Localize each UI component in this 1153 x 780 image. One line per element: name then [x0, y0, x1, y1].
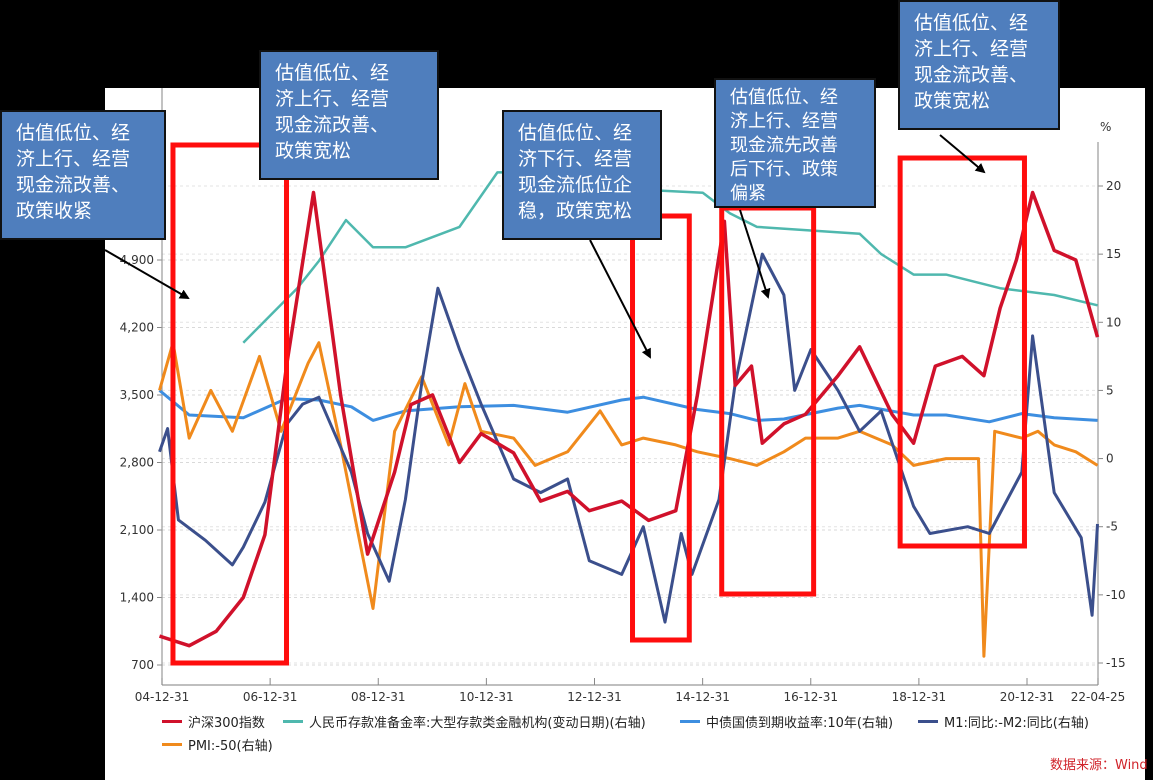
left-tick-label: 1,400	[120, 591, 154, 605]
x-tick-label: 16-12-31	[784, 690, 838, 704]
annotation-box-2007: 估值低位、经 济上行、经营 现金流改善、 政策宽松	[259, 50, 439, 180]
left-tick-label: 4,200	[120, 321, 154, 335]
annotation-arrow	[589, 239, 651, 359]
legend-label: PMI:-50(右轴)	[188, 739, 273, 754]
x-tick-label: 20-12-31	[1000, 690, 1054, 704]
left-tick-label: 4,900	[120, 253, 154, 267]
annotation-arrow	[739, 209, 771, 299]
left-tick-label: 700	[131, 658, 154, 672]
annotation-box-2016: 估值低位、经 济上行、经营 现金流先改善 后下行、政策 偏紧	[714, 78, 876, 208]
x-tick-label: 04-12-31	[135, 690, 189, 704]
right-tick-label: 10	[1106, 315, 1121, 329]
annotation-box-2014: 估值低位、经 济下行、经营 现金流低位企 稳，政策宽松	[502, 110, 662, 240]
right-axis-unit: %	[1100, 120, 1111, 134]
legend-label: 中债国债到期收益率:10年(右轴)	[706, 716, 894, 731]
series-line	[158, 252, 1099, 624]
legend-swatch	[680, 720, 700, 723]
annotation-text: 估值低位、经 济上行、经营 现金流先改善 后下行、政策 偏紧	[730, 87, 838, 204]
legend-item-hs300: 沪深300指数	[162, 712, 265, 731]
legend-item-rrr: 人民币存款准备金率:大型存款类金融机构(变动日期)(右轴)	[283, 712, 646, 731]
legend-swatch	[162, 743, 182, 746]
right-tick-label: -5	[1106, 520, 1118, 534]
left-tick-label: 2,100	[120, 523, 154, 537]
series-line	[242, 171, 1098, 344]
annotation-box-2020: 估值低位、经 济上行、经营 现金流改善、 政策宽松	[898, 0, 1060, 130]
series-line	[158, 341, 1099, 658]
right-tick-label: -10	[1106, 588, 1126, 602]
right-tick-label: -15	[1106, 656, 1126, 670]
annotation-arrow	[104, 249, 190, 300]
highlight-box	[630, 213, 692, 643]
right-tick-label: 15	[1106, 247, 1121, 261]
legend-label: M1:同比:-M2:同比(右轴)	[944, 716, 1089, 731]
legend-item-m1m2: M1:同比:-M2:同比(右轴)	[918, 712, 1089, 731]
legend-swatch	[283, 720, 303, 723]
annotation-text: 估值低位、经 济上行、经营 现金流改善、 政策收紧	[16, 122, 131, 222]
x-tick-label: 12-12-31	[567, 690, 621, 704]
legend-swatch	[162, 720, 182, 723]
legend-item-bond10y: 中债国债到期收益率:10年(右轴)	[680, 712, 893, 731]
x-tick-label: 10-12-31	[459, 690, 513, 704]
highlight-box	[170, 142, 290, 666]
x-tick-label: 06-12-31	[243, 690, 297, 704]
legend-label: 人民币存款准备金率:大型存款类金融机构(变动日期)(右轴)	[309, 716, 646, 731]
x-tick-label: 22-04-25	[1071, 690, 1125, 704]
legend-label: 沪深300指数	[188, 716, 265, 731]
left-tick-label: 2,800	[120, 456, 154, 470]
legend-swatch	[918, 720, 938, 723]
right-tick-label: 0	[1106, 452, 1114, 466]
annotation-text: 估值低位、经 济上行、经营 现金流改善、 政策宽松	[275, 62, 390, 162]
legend-item-pmi: PMI:-50(右轴)	[162, 735, 273, 754]
annotation-text: 估值低位、经 济上行、经营 现金流改善、 政策宽松	[914, 12, 1029, 112]
highlight-box	[719, 205, 817, 597]
x-tick-label: 14-12-31	[675, 690, 729, 704]
annotation-box-2005: 估值低位、经 济上行、经营 现金流改善、 政策收紧	[0, 110, 166, 240]
x-tick-label: 08-12-31	[351, 690, 405, 704]
highlight-box	[897, 155, 1027, 549]
annotation-arrow	[939, 134, 986, 174]
right-tick-label: 5	[1106, 383, 1114, 397]
series-line	[158, 190, 1100, 648]
annotation-text: 估值低位、经 济下行、经营 现金流低位企 稳，政策宽松	[518, 122, 633, 222]
left-tick-label: 3,500	[120, 388, 154, 402]
right-tick-label: 20	[1106, 179, 1121, 193]
data-source: 数据来源：Wind	[1050, 758, 1148, 773]
x-tick-label: 18-12-31	[892, 690, 946, 704]
